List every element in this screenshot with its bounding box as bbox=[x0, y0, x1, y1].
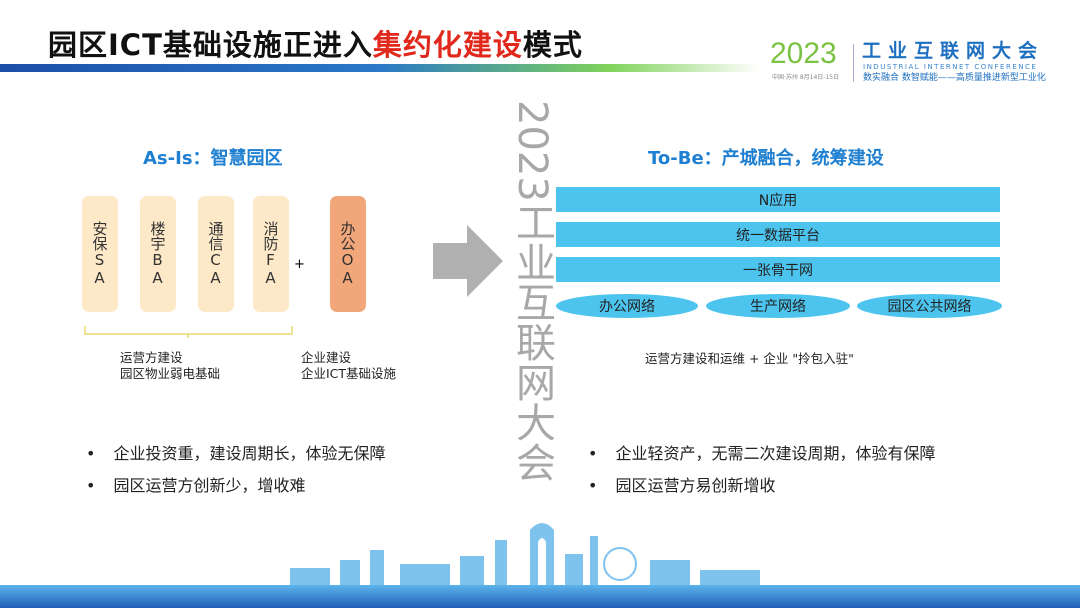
system-pill-ba: 楼宇BA bbox=[140, 196, 176, 312]
to-be-bullet: 园区运营方易创新增收 bbox=[588, 472, 775, 496]
logo-english: INDUSTRIAL INTERNET CONFERENCE bbox=[863, 63, 1038, 71]
network-production: 生产网络 bbox=[706, 294, 850, 318]
as-is-heading: As-Is：智慧园区 bbox=[143, 148, 283, 169]
network-public: 园区公共网络 bbox=[857, 294, 1002, 318]
to-be-heading: To-Be：产城融合，统筹建设 bbox=[648, 148, 884, 169]
footer-bar bbox=[0, 585, 1080, 608]
system-pill-oa: 办公OA bbox=[330, 196, 366, 312]
layer-data-platform: 统一数据平台 bbox=[556, 222, 1000, 247]
logo-name: 工业互联网大会 bbox=[862, 40, 1045, 62]
title-underline-bar bbox=[0, 64, 760, 72]
logo-year: 2023 bbox=[770, 37, 837, 70]
to-be-note: 运营方建设和运维 + 企业 "拎包入驻" bbox=[645, 351, 854, 366]
city-skyline-icon bbox=[290, 523, 760, 586]
watermark: 2023工业互联网大会 bbox=[509, 100, 555, 482]
as-is-bullet: 企业投资重，建设周期长，体验无保障 bbox=[86, 440, 385, 464]
logo-divider bbox=[853, 44, 854, 82]
bracket bbox=[84, 326, 293, 338]
as-is-bullet: 园区运营方创新少，增收难 bbox=[86, 472, 305, 496]
page-title: 园区ICT基础设施正进入集约化建设模式 bbox=[48, 28, 583, 62]
note-operator: 运营方建设 园区物业弱电基础 bbox=[120, 350, 221, 381]
system-pill-sa: 安保SA bbox=[82, 196, 118, 312]
to-be-bullet: 企业轻资产，无需二次建设周期，体验有保障 bbox=[588, 440, 935, 464]
layer-backbone: 一张骨干网 bbox=[556, 257, 1000, 282]
logo-slogan: 数实融合 数智赋能——高质量推进新型工业化 bbox=[863, 73, 1046, 83]
note-enterprise: 企业建设 企业ICT基础设施 bbox=[301, 350, 397, 381]
logo-location-date: 中国·苏州 8月14日-15日 bbox=[772, 74, 840, 81]
plus-sign: + bbox=[294, 257, 305, 272]
arrow-right-icon bbox=[433, 225, 503, 297]
layer-apps: N应用 bbox=[556, 187, 1000, 212]
system-pill-ca: 通信CA bbox=[198, 196, 234, 312]
network-office: 办公网络 bbox=[556, 294, 698, 318]
system-pill-fa: 消防FA bbox=[253, 196, 289, 312]
